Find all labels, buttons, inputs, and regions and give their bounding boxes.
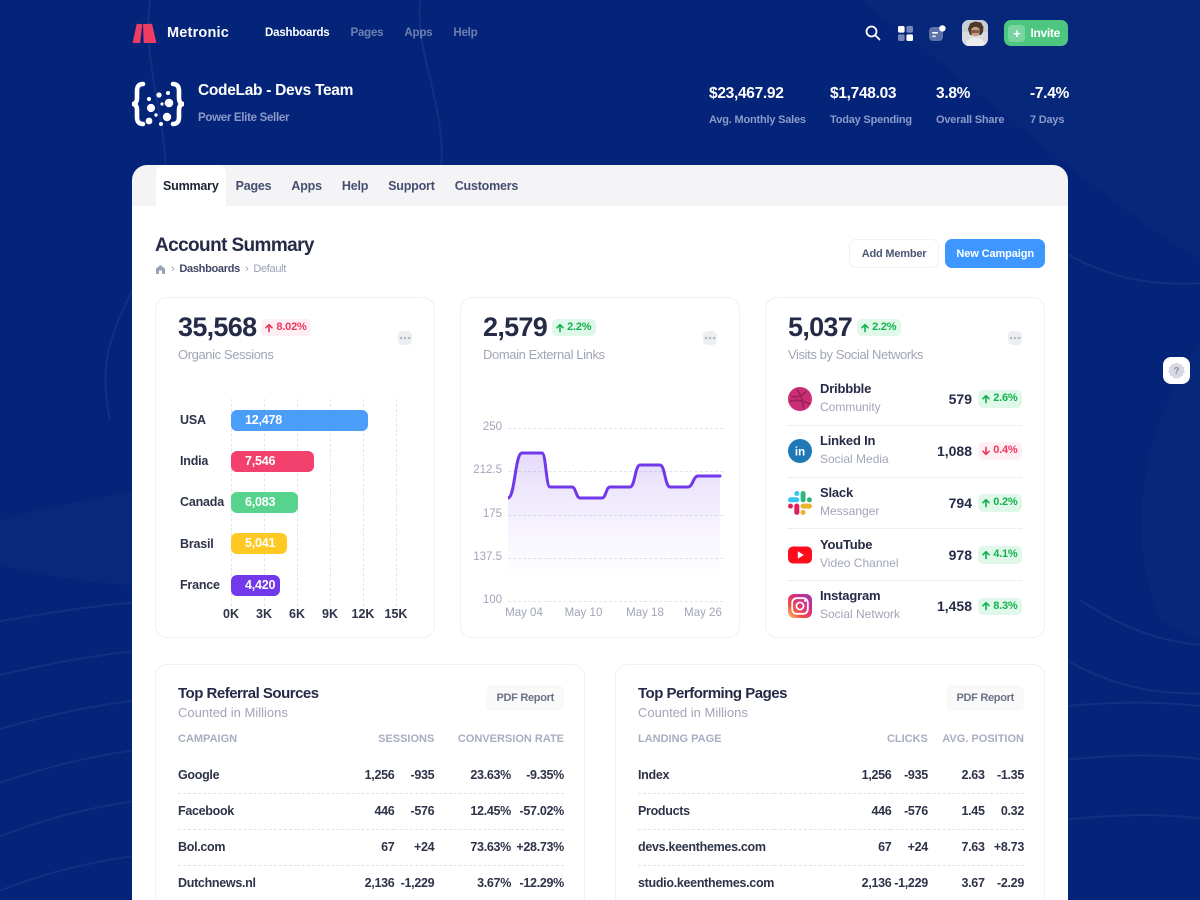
- svg-text:?: ?: [1173, 366, 1179, 377]
- svg-text:in: in: [795, 447, 805, 459]
